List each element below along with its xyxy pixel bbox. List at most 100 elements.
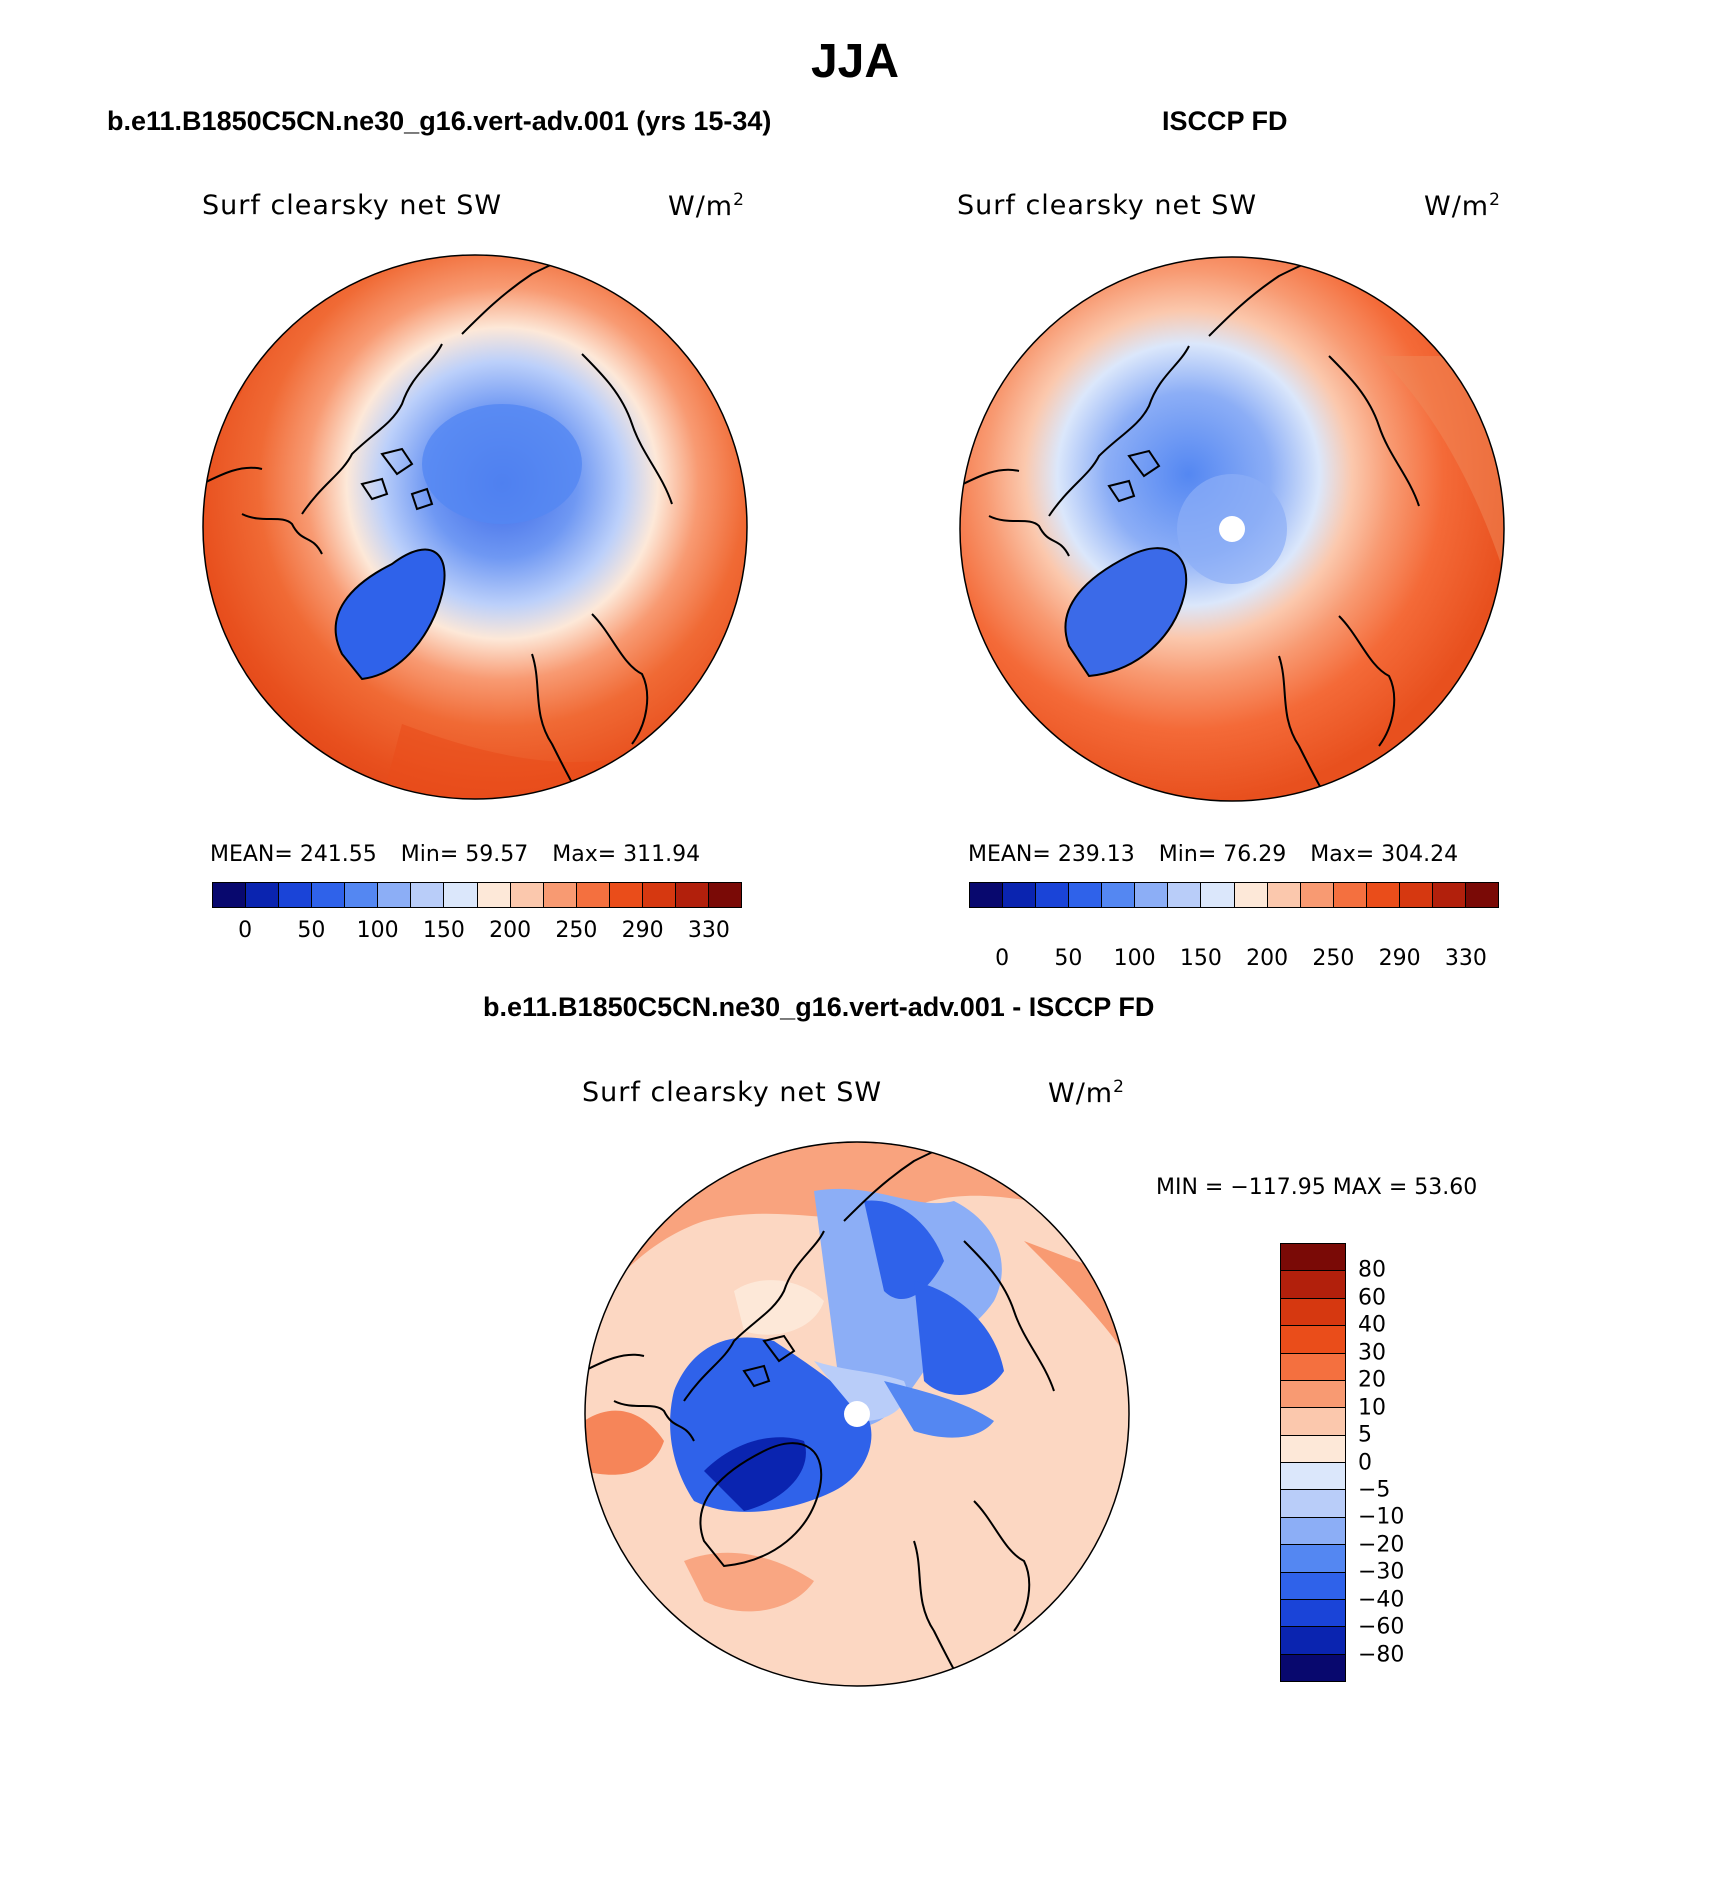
model-max: Max= 311.94 xyxy=(552,842,701,867)
colorbar-cell xyxy=(1281,1435,1345,1463)
colorbar-cell xyxy=(213,883,247,907)
pole-hole xyxy=(1219,516,1245,542)
model-stats: MEAN= 241.55 Min= 59.57 Max= 311.94 xyxy=(210,842,700,867)
colorbar-cell xyxy=(1281,1572,1345,1600)
colorbar-cell xyxy=(1281,1380,1345,1409)
colorbar-cell xyxy=(543,883,577,907)
colorbar-cell xyxy=(1281,1599,1345,1628)
diff-variable-label: Surf clearsky net SW xyxy=(582,1077,883,1108)
model-min: Min= 59.57 xyxy=(400,842,529,867)
colorbar-tick-label: 20 xyxy=(1358,1367,1386,1393)
colorbar-cell xyxy=(675,883,709,907)
obs-colorbar-ticks: 0 50 100 150 200 250 290 330 xyxy=(969,946,1499,974)
colorbar-tick-label: 0 xyxy=(1358,1450,1372,1475)
colorbar-tick-label: 330 xyxy=(1444,946,1487,971)
colorbar-tick-label: 100 xyxy=(1113,946,1156,971)
colorbar-cell xyxy=(1399,883,1433,907)
model-mean: MEAN= 241.55 xyxy=(210,842,377,867)
obs-colorbar xyxy=(969,882,1499,908)
model-panel-title: b.e11.B1850C5CN.ne30_g16.vert-adv.001 (y… xyxy=(107,106,772,136)
colorbar-cell xyxy=(1036,883,1070,907)
colorbar-cell xyxy=(1281,1244,1345,1272)
obs-min: Min= 76.29 xyxy=(1158,842,1287,867)
colorbar-tick-label: 150 xyxy=(1179,946,1222,971)
colorbar-cell xyxy=(576,883,610,907)
colorbar-cell xyxy=(345,883,379,907)
colorbar-tick-label: −10 xyxy=(1358,1504,1405,1530)
colorbar-tick-label: 290 xyxy=(621,918,664,943)
colorbar-cell xyxy=(411,883,445,907)
colorbar-tick-label: −5 xyxy=(1358,1477,1391,1503)
page-title: JJA xyxy=(810,35,900,88)
colorbar-tick-label: 250 xyxy=(1312,946,1355,971)
colorbar-tick-label: 0 xyxy=(995,946,1010,971)
colorbar-cell xyxy=(1281,1353,1345,1381)
colorbar-cell xyxy=(1234,883,1268,907)
obs-variable-label: Surf clearsky net SW xyxy=(957,190,1258,221)
colorbar-tick-label: −30 xyxy=(1358,1559,1405,1585)
diff-panel-title: b.e11.B1850C5CN.ne30_g16.vert-adv.001 - … xyxy=(483,992,1155,1022)
diff-stats: MIN = −117.95 MAX = 53.60 xyxy=(1156,1175,1478,1200)
colorbar-cell xyxy=(246,883,280,907)
diff-polar-map xyxy=(584,1141,1130,1687)
colorbar-cell xyxy=(1281,1298,1345,1327)
colorbar-cell xyxy=(1267,883,1301,907)
diff-colorbar-ticks: 80 60 40 30 20 10 5 0 −5 −10 −20 −30 −40 −60 −80 xyxy=(1358,1243,1438,1682)
colorbar-tick-label: 250 xyxy=(555,918,598,943)
colorbar-cell xyxy=(609,883,643,907)
colorbar-tick-label: 100 xyxy=(356,918,399,943)
colorbar-tick-label: −80 xyxy=(1358,1642,1405,1668)
colorbar-tick-label: 50 xyxy=(1054,946,1083,971)
model-units-label: W/m2 xyxy=(668,190,745,222)
colorbar-cell xyxy=(708,883,741,907)
colorbar-cell xyxy=(1102,883,1136,907)
colorbar-tick-label: −60 xyxy=(1358,1614,1405,1640)
colorbar-tick-label: 60 xyxy=(1358,1285,1386,1311)
colorbar-cell xyxy=(510,883,544,907)
colorbar-tick-label: 150 xyxy=(422,918,465,943)
model-colorbar xyxy=(212,882,742,908)
colorbar-cell xyxy=(1069,883,1103,907)
colorbar-tick-label: 5 xyxy=(1358,1422,1372,1448)
obs-units-label: W/m2 xyxy=(1424,190,1501,222)
colorbar-cell xyxy=(1281,1545,1345,1573)
diff-colorbar xyxy=(1280,1243,1346,1682)
colorbar-cell xyxy=(378,883,412,907)
colorbar-cell xyxy=(444,883,478,907)
colorbar-cell xyxy=(279,883,313,907)
colorbar-cell xyxy=(1168,883,1202,907)
colorbar-cell xyxy=(1003,883,1037,907)
colorbar-cell xyxy=(642,883,676,907)
colorbar-cell xyxy=(312,883,346,907)
colorbar-cell xyxy=(1281,1490,1345,1518)
pole-hole xyxy=(844,1401,870,1427)
colorbar-tick-label: 0 xyxy=(238,918,253,943)
coastlines xyxy=(585,1142,1055,1686)
obs-polar-map xyxy=(959,256,1505,802)
colorbar-tick-label: 200 xyxy=(489,918,532,943)
model-variable-label: Surf clearsky net SW xyxy=(202,190,503,221)
colorbar-tick-label: 40 xyxy=(1358,1312,1386,1338)
colorbar-tick-label: 50 xyxy=(297,918,326,943)
colorbar-cell xyxy=(1432,883,1466,907)
colorbar-tick-label: 200 xyxy=(1246,946,1289,971)
colorbar-tick-label: −40 xyxy=(1358,1587,1405,1613)
colorbar-cell xyxy=(1300,883,1334,907)
colorbar-cell xyxy=(1281,1463,1345,1491)
colorbar-tick-label: 330 xyxy=(687,918,730,943)
obs-panel-title: ISCCP FD xyxy=(1162,106,1288,136)
colorbar-tick-label: 290 xyxy=(1378,946,1421,971)
colorbar-cell xyxy=(1465,883,1498,907)
colorbar-cell xyxy=(1366,883,1400,907)
obs-max: Max= 304.24 xyxy=(1310,842,1459,867)
colorbar-cell xyxy=(477,883,511,907)
colorbar-cell xyxy=(1281,1654,1345,1681)
colorbar-cell xyxy=(1281,1271,1345,1299)
colorbar-cell xyxy=(1281,1517,1345,1546)
colorbar-tick-label: 10 xyxy=(1358,1395,1386,1421)
colorbar-cell xyxy=(1135,883,1169,907)
colorbar-cell xyxy=(1333,883,1367,907)
colorbar-cell xyxy=(1281,1408,1345,1436)
obs-stats: MEAN= 239.13 Min= 76.29 Max= 304.24 xyxy=(968,842,1458,867)
colorbar-tick-label: −20 xyxy=(1358,1532,1405,1558)
